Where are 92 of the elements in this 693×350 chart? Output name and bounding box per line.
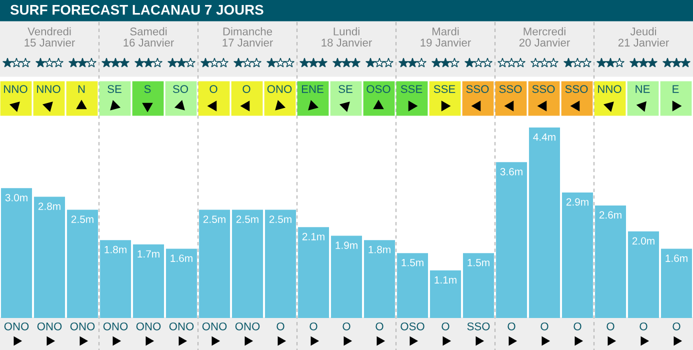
text: Mercredi 20 Janvier: [519, 27, 570, 47]
text: O: [210, 85, 218, 93]
bar: [628, 231, 660, 318]
text: Mardi 19 Janvier: [420, 27, 471, 47]
x-tick-label: O: [672, 322, 680, 330]
data-label: 2.1m: [302, 232, 324, 240]
bar: [562, 192, 594, 318]
text: Samedi 16 Janvier: [124, 27, 174, 47]
bar: [66, 210, 98, 318]
data-label: 2.5m: [203, 216, 226, 223]
data-label: 1.8m: [104, 246, 126, 254]
text: Vendredi 15 Janvier: [24, 27, 75, 47]
text: SSO: [565, 85, 588, 93]
text: SO: [172, 85, 188, 93]
data-label: 1.5m: [468, 259, 490, 266]
text: NE: [636, 85, 650, 93]
data-label: 2.5m: [71, 216, 94, 223]
data-label: 2.8m: [38, 202, 60, 210]
bar: [594, 205, 626, 318]
bar: [430, 270, 462, 318]
bar: [660, 248, 692, 318]
text: Dimanche 17 Janvier: [222, 27, 273, 47]
bar: [232, 210, 264, 318]
x-tick-label: ONO: [103, 322, 128, 330]
data-label: 2.6m: [599, 211, 622, 219]
data-label: 1.6m: [666, 254, 688, 262]
text: SSE: [434, 85, 456, 93]
data-label: 3.6m: [500, 168, 522, 176]
data-label: 4.4m: [533, 133, 556, 141]
text: ENE: [302, 85, 324, 93]
bar: [0, 188, 32, 318]
bar: [198, 210, 230, 318]
x-tick-label: O: [442, 322, 450, 330]
bar: [364, 240, 396, 318]
bar: [264, 210, 296, 318]
data-label: 1.5m: [402, 259, 424, 266]
bar: [396, 253, 428, 318]
bar: [34, 196, 66, 318]
bar: [166, 248, 198, 318]
text: NNO: [598, 85, 622, 93]
text: NNO: [37, 85, 60, 93]
data-label: 1.8m: [368, 246, 390, 254]
text: E: [672, 85, 679, 93]
x-tick-label: O: [540, 322, 548, 330]
x-tick-label: ONO: [202, 322, 227, 330]
data-label: 1.7m: [138, 250, 160, 258]
text: ONO: [267, 85, 292, 93]
data-label: 2.9m: [566, 198, 588, 206]
x-tick-label: O: [342, 322, 350, 330]
data-label: 2.5m: [269, 216, 292, 223]
bar: [132, 244, 164, 318]
text: N: [78, 85, 85, 93]
x-tick-label: ONO: [4, 322, 29, 330]
data-label: 2.5m: [236, 216, 258, 223]
text: SE: [108, 85, 122, 93]
text: Lundi 18 Janvier: [322, 27, 372, 47]
data-label: 1.1m: [434, 276, 456, 284]
x-tick-label: ONO: [37, 322, 62, 330]
x-tick-label: O: [376, 322, 384, 330]
x-tick-label: O: [508, 322, 516, 330]
text: SSO: [532, 85, 555, 93]
text: SSE: [400, 85, 422, 93]
x-tick-label: O: [310, 322, 318, 330]
bar: [330, 236, 362, 318]
x-tick-label: ONO: [70, 322, 95, 330]
bar: [528, 128, 560, 318]
x-tick-label: ONO: [169, 322, 194, 330]
text: SSO: [499, 85, 522, 93]
text: O: [242, 85, 250, 93]
x-tick-label: ONO: [136, 322, 161, 330]
text: SSO: [466, 85, 489, 93]
text: SE: [338, 85, 352, 93]
bar: [462, 253, 494, 318]
x-tick-label: O: [640, 322, 648, 330]
x-tick-label: O: [276, 322, 284, 330]
text: OSO: [366, 85, 390, 93]
bar: [100, 240, 132, 318]
x-tick-label: SSO: [467, 322, 490, 330]
data-label: 2.0m: [632, 237, 654, 245]
bar: [496, 162, 528, 318]
x-tick-label: O: [606, 322, 614, 330]
bar: [298, 227, 330, 318]
data-label: 1.6m: [170, 254, 192, 262]
chart-title: SURF FORECAST LACANAU 7 JOURS: [10, 4, 264, 15]
data-label: 3.0m: [5, 194, 28, 202]
x-tick-label: OSO: [400, 322, 424, 330]
x-tick-label: O: [574, 322, 582, 330]
text: NNO: [4, 85, 28, 93]
x-tick-label: ONO: [235, 322, 260, 330]
text: Jeudi 21 Janvier: [618, 27, 669, 47]
data-label: 1.9m: [336, 242, 358, 249]
text: S: [144, 85, 151, 93]
